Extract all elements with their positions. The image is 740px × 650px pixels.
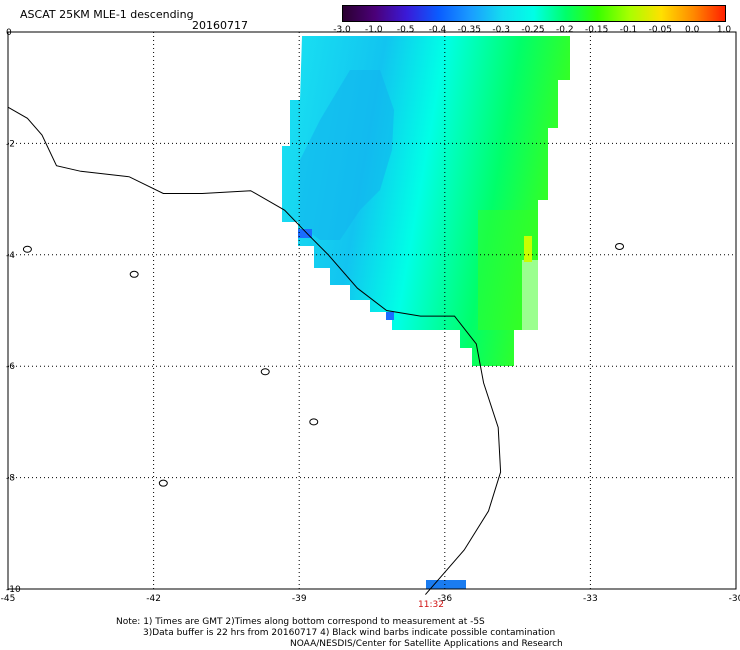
x-axis-labels: -45 -42 -39 -36 -33 -30	[1, 594, 740, 604]
overpass-time: 11:32	[418, 600, 444, 610]
x-tick-label: -45	[1, 594, 16, 604]
colorbar-tick-label: -0.25	[521, 25, 545, 35]
island-outline	[22, 245, 32, 253]
swath-blue-pixel	[386, 312, 394, 320]
note-line-2: 3)Data buffer is 22 hrs from 20160717 4)…	[143, 628, 556, 638]
island-outline	[260, 368, 270, 376]
colorbar-tick-label: 0.0	[684, 25, 700, 35]
island-outline	[615, 242, 625, 250]
x-tick-label: -33	[583, 594, 598, 604]
coastline	[7, 106, 502, 595]
x-tick-label: -42	[146, 594, 161, 604]
island-outline	[129, 270, 139, 278]
x-tick-label: -39	[292, 594, 307, 604]
bottom-swath-strip	[426, 580, 466, 589]
colorbar-tick-label: -0.1	[619, 25, 638, 35]
colorbar-tick-label: -0.4	[428, 25, 447, 35]
swath-blue-pixel	[298, 229, 312, 238]
colorbar	[342, 5, 726, 22]
product-title: ASCAT 25KM MLE-1 descending	[20, 8, 194, 21]
map-plot: -45 -42 -39 -36 -33 -30 0 -2 -4 -6 -8 -10	[1, 28, 740, 604]
y-tick-label: -4	[6, 251, 15, 261]
swath-dark-region	[300, 70, 394, 240]
plot-frame	[7, 31, 737, 590]
colorbar-tick-label: -1.0	[365, 25, 383, 35]
colorbar-tick-label: -0.05	[648, 25, 672, 35]
colorbar-tick-label: -3.0	[333, 25, 351, 35]
note-line-1: Note: 1) Times are GMT 2)Times along bot…	[116, 617, 485, 627]
y-tick-label: -2	[6, 139, 15, 149]
y-tick-label: -8	[6, 474, 15, 484]
colorbar-tick-label: -0.3	[492, 25, 510, 35]
y-tick-label: 0	[6, 28, 12, 38]
colorbar-tick-label: -0.5	[396, 25, 415, 35]
x-tick-label: -30	[729, 594, 740, 604]
colorbar-tick-label: -0.15	[585, 25, 609, 35]
x-tick-label: -36	[437, 594, 452, 604]
graticule	[8, 32, 736, 589]
colorbar-tick-label: -0.35	[457, 25, 481, 35]
colorbar-tick-label: 1.0	[716, 25, 732, 35]
islands	[22, 242, 625, 487]
y-tick-label: -6	[6, 362, 15, 372]
y-axis-labels: 0 -2 -4 -6 -8 -10	[6, 28, 21, 595]
note-credit: NOAA/NESDIS/Center for Satellite Applica…	[290, 639, 563, 649]
colorbar-tick-label: -0.2	[556, 25, 574, 35]
swath-yellow-patch	[524, 236, 532, 262]
y-tick-label: -10	[6, 585, 21, 595]
product-date: 20160717	[192, 19, 248, 32]
island-outline	[158, 479, 168, 487]
island-outline	[309, 418, 319, 426]
swath-green-patch	[478, 210, 538, 330]
